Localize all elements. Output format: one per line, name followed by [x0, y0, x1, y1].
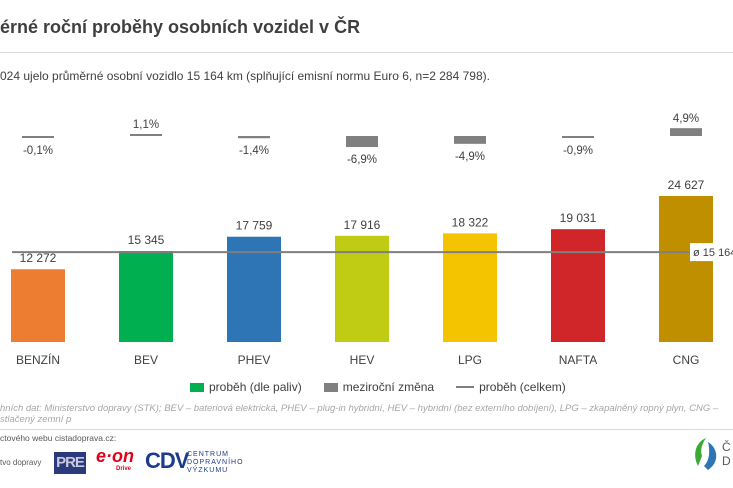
eon-logo: e·on Drive	[96, 446, 134, 472]
change-label: -0,9%	[563, 145, 593, 157]
average-label: ø 15 164	[693, 247, 733, 259]
bar-nafta	[551, 229, 605, 342]
source-note: hních dat: Ministerstvo dopravy (STK); B…	[0, 403, 719, 425]
change-label: -6,9%	[347, 154, 377, 166]
change-bar	[238, 136, 270, 139]
bar-value-label: 19 031	[560, 211, 597, 225]
cista-doprava-logo	[695, 438, 717, 470]
change-label: -0,1%	[23, 145, 53, 157]
legend-item-change: meziroční změna	[323, 380, 435, 394]
legend-label: proběh (celkem)	[479, 380, 566, 394]
eon-sub: Drive	[116, 466, 132, 472]
legend-line	[456, 386, 475, 388]
bar-cng	[659, 196, 713, 342]
change-bar	[670, 128, 702, 136]
bar-bev	[119, 251, 173, 342]
legend-item-fuel: proběh (dle paliv)	[190, 380, 302, 394]
legend-swatch	[323, 382, 338, 392]
right-logo-text: Č D	[722, 440, 731, 468]
legend-swatch	[190, 382, 204, 392]
bar-hev	[335, 235, 389, 342]
category-label: CNG	[673, 353, 700, 367]
category-label: LPG	[458, 353, 482, 367]
cdv-logo: CDV	[145, 448, 189, 473]
change-bar	[454, 136, 486, 144]
change-label: -4,9%	[455, 151, 485, 163]
page-title: érné roční proběhy osobních vozidel v ČR	[0, 17, 361, 37]
bar-lpg	[443, 233, 497, 342]
category-label: HEV	[350, 353, 375, 367]
pre-logo: PRE	[54, 452, 86, 474]
change-bar	[562, 136, 594, 138]
category-label: BEV	[134, 353, 158, 367]
bar-benzín	[11, 269, 65, 342]
bar-value-label: 12 272	[20, 251, 57, 265]
eon-text: e·on	[96, 446, 134, 466]
change-bar	[22, 136, 54, 138]
legend-item-total: proběh (celkem)	[456, 380, 566, 394]
chart: 12 272 BENZÍN -0,1% 15 345 BEV 1,1% 17 759 PHEV…	[11, 113, 733, 367]
bar-value-label: 15 345	[128, 233, 165, 247]
bar-value-label: 18 322	[452, 215, 489, 229]
subtitle: 024 ujelo průměrné osobní vozidlo 15 164…	[0, 69, 490, 83]
bar-phev	[227, 236, 281, 342]
change-bar	[346, 136, 378, 148]
category-label: BENZÍN	[16, 352, 60, 367]
bar-value-label: 17 916	[344, 218, 381, 232]
category-label: NAFTA	[559, 353, 597, 367]
legend: proběh (dle paliv) meziroční změna probě…	[190, 380, 566, 394]
average-label-box	[690, 243, 733, 262]
partners-text: ctového webu cistadoprava.cz:	[0, 433, 117, 443]
change-label: 1,1%	[133, 119, 159, 131]
category-label: PHEV	[238, 353, 271, 367]
legend-label: meziroční změna	[342, 380, 435, 394]
change-bar	[130, 134, 162, 136]
bar-value-label: 24 627	[668, 178, 705, 192]
divider	[0, 52, 733, 53]
change-label: 4,9%	[673, 113, 699, 125]
bar-value-label: 17 759	[236, 219, 273, 233]
ministry-logo: tvo dopravy	[0, 458, 42, 467]
divider	[0, 429, 733, 430]
change-label: -1,4%	[239, 145, 269, 157]
cdv-logo-text: CENTRUM DOPRAVNÍHO VÝZKUMU	[187, 451, 244, 474]
legend-label: proběh (dle paliv)	[209, 380, 302, 394]
